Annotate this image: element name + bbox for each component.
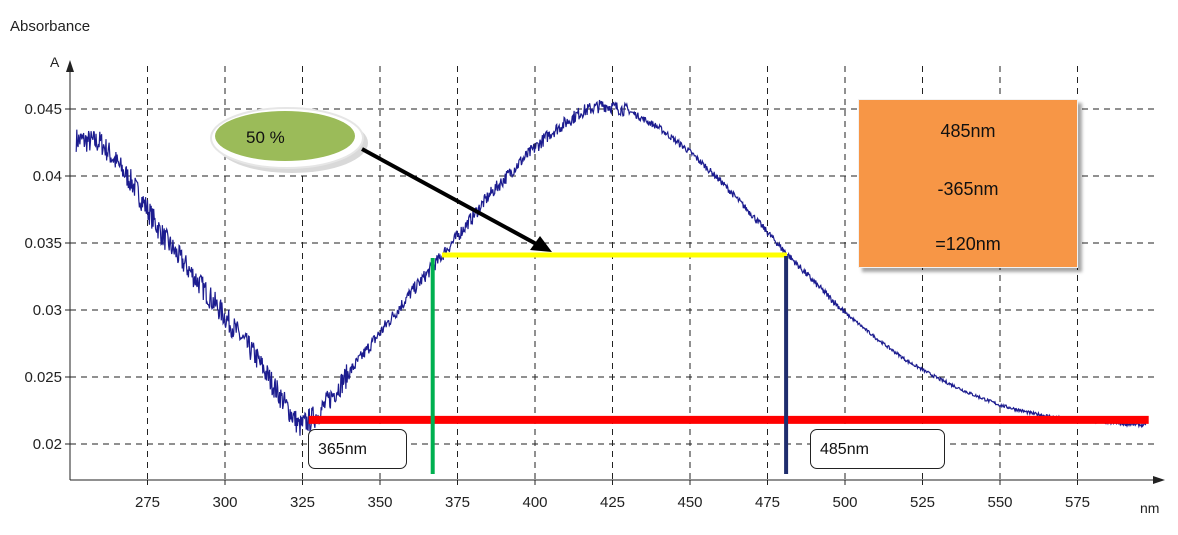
x-tick-label: 325 [290,494,315,511]
result-line-2: -365nm [937,179,999,199]
left-wavelength-label: 365nm [308,429,407,469]
tick-labels: 275 300 325 350 375 400 425 450 475 500 525 550 575 0… [24,101,1090,511]
y-axis-unit: A [50,54,60,70]
arrow-line [361,147,541,248]
right-wavelength-label: 485nm [810,429,945,469]
percent-bubble [215,111,355,161]
y-tick-label: 0.025 [24,369,62,386]
x-tick-label: 550 [987,494,1012,511]
x-tick-label: 350 [367,494,392,511]
y-axis-arrow [66,60,74,72]
x-tick-label: 400 [522,494,547,511]
y-axis-title: Absorbance [10,18,91,35]
axes [66,60,1165,484]
x-tick-label: 300 [212,494,237,511]
arrow-head [530,236,552,252]
x-tick-label: 500 [832,494,857,511]
result-line-1: 485nm [940,121,996,141]
x-tick-label: 525 [910,494,935,511]
y-tick-label: 0.04 [33,168,62,185]
x-tick-label: 475 [755,494,780,511]
y-tick-label: 0.02 [33,436,62,453]
series-layer [75,99,1147,436]
spectrum-line [75,99,1147,436]
x-tick-label: 425 [600,494,625,511]
x-tick-label: 450 [677,494,702,511]
x-tick-label: 275 [135,494,160,511]
percent-bubble-label: 50 % [246,128,285,147]
result-box: 485nm -365nm =120nm [858,99,1078,268]
y-tick-label: 0.035 [24,235,62,252]
y-tick-label: 0.03 [33,302,62,319]
y-tick-label: 0.045 [24,101,62,118]
annotation-layer [210,107,1149,474]
result-line-3: =120nm [935,234,1001,254]
x-tick-label: 375 [445,494,470,511]
x-tick-label: 575 [1065,494,1090,511]
x-axis-unit: nm [1140,500,1160,516]
x-axis-arrow [1153,476,1165,484]
